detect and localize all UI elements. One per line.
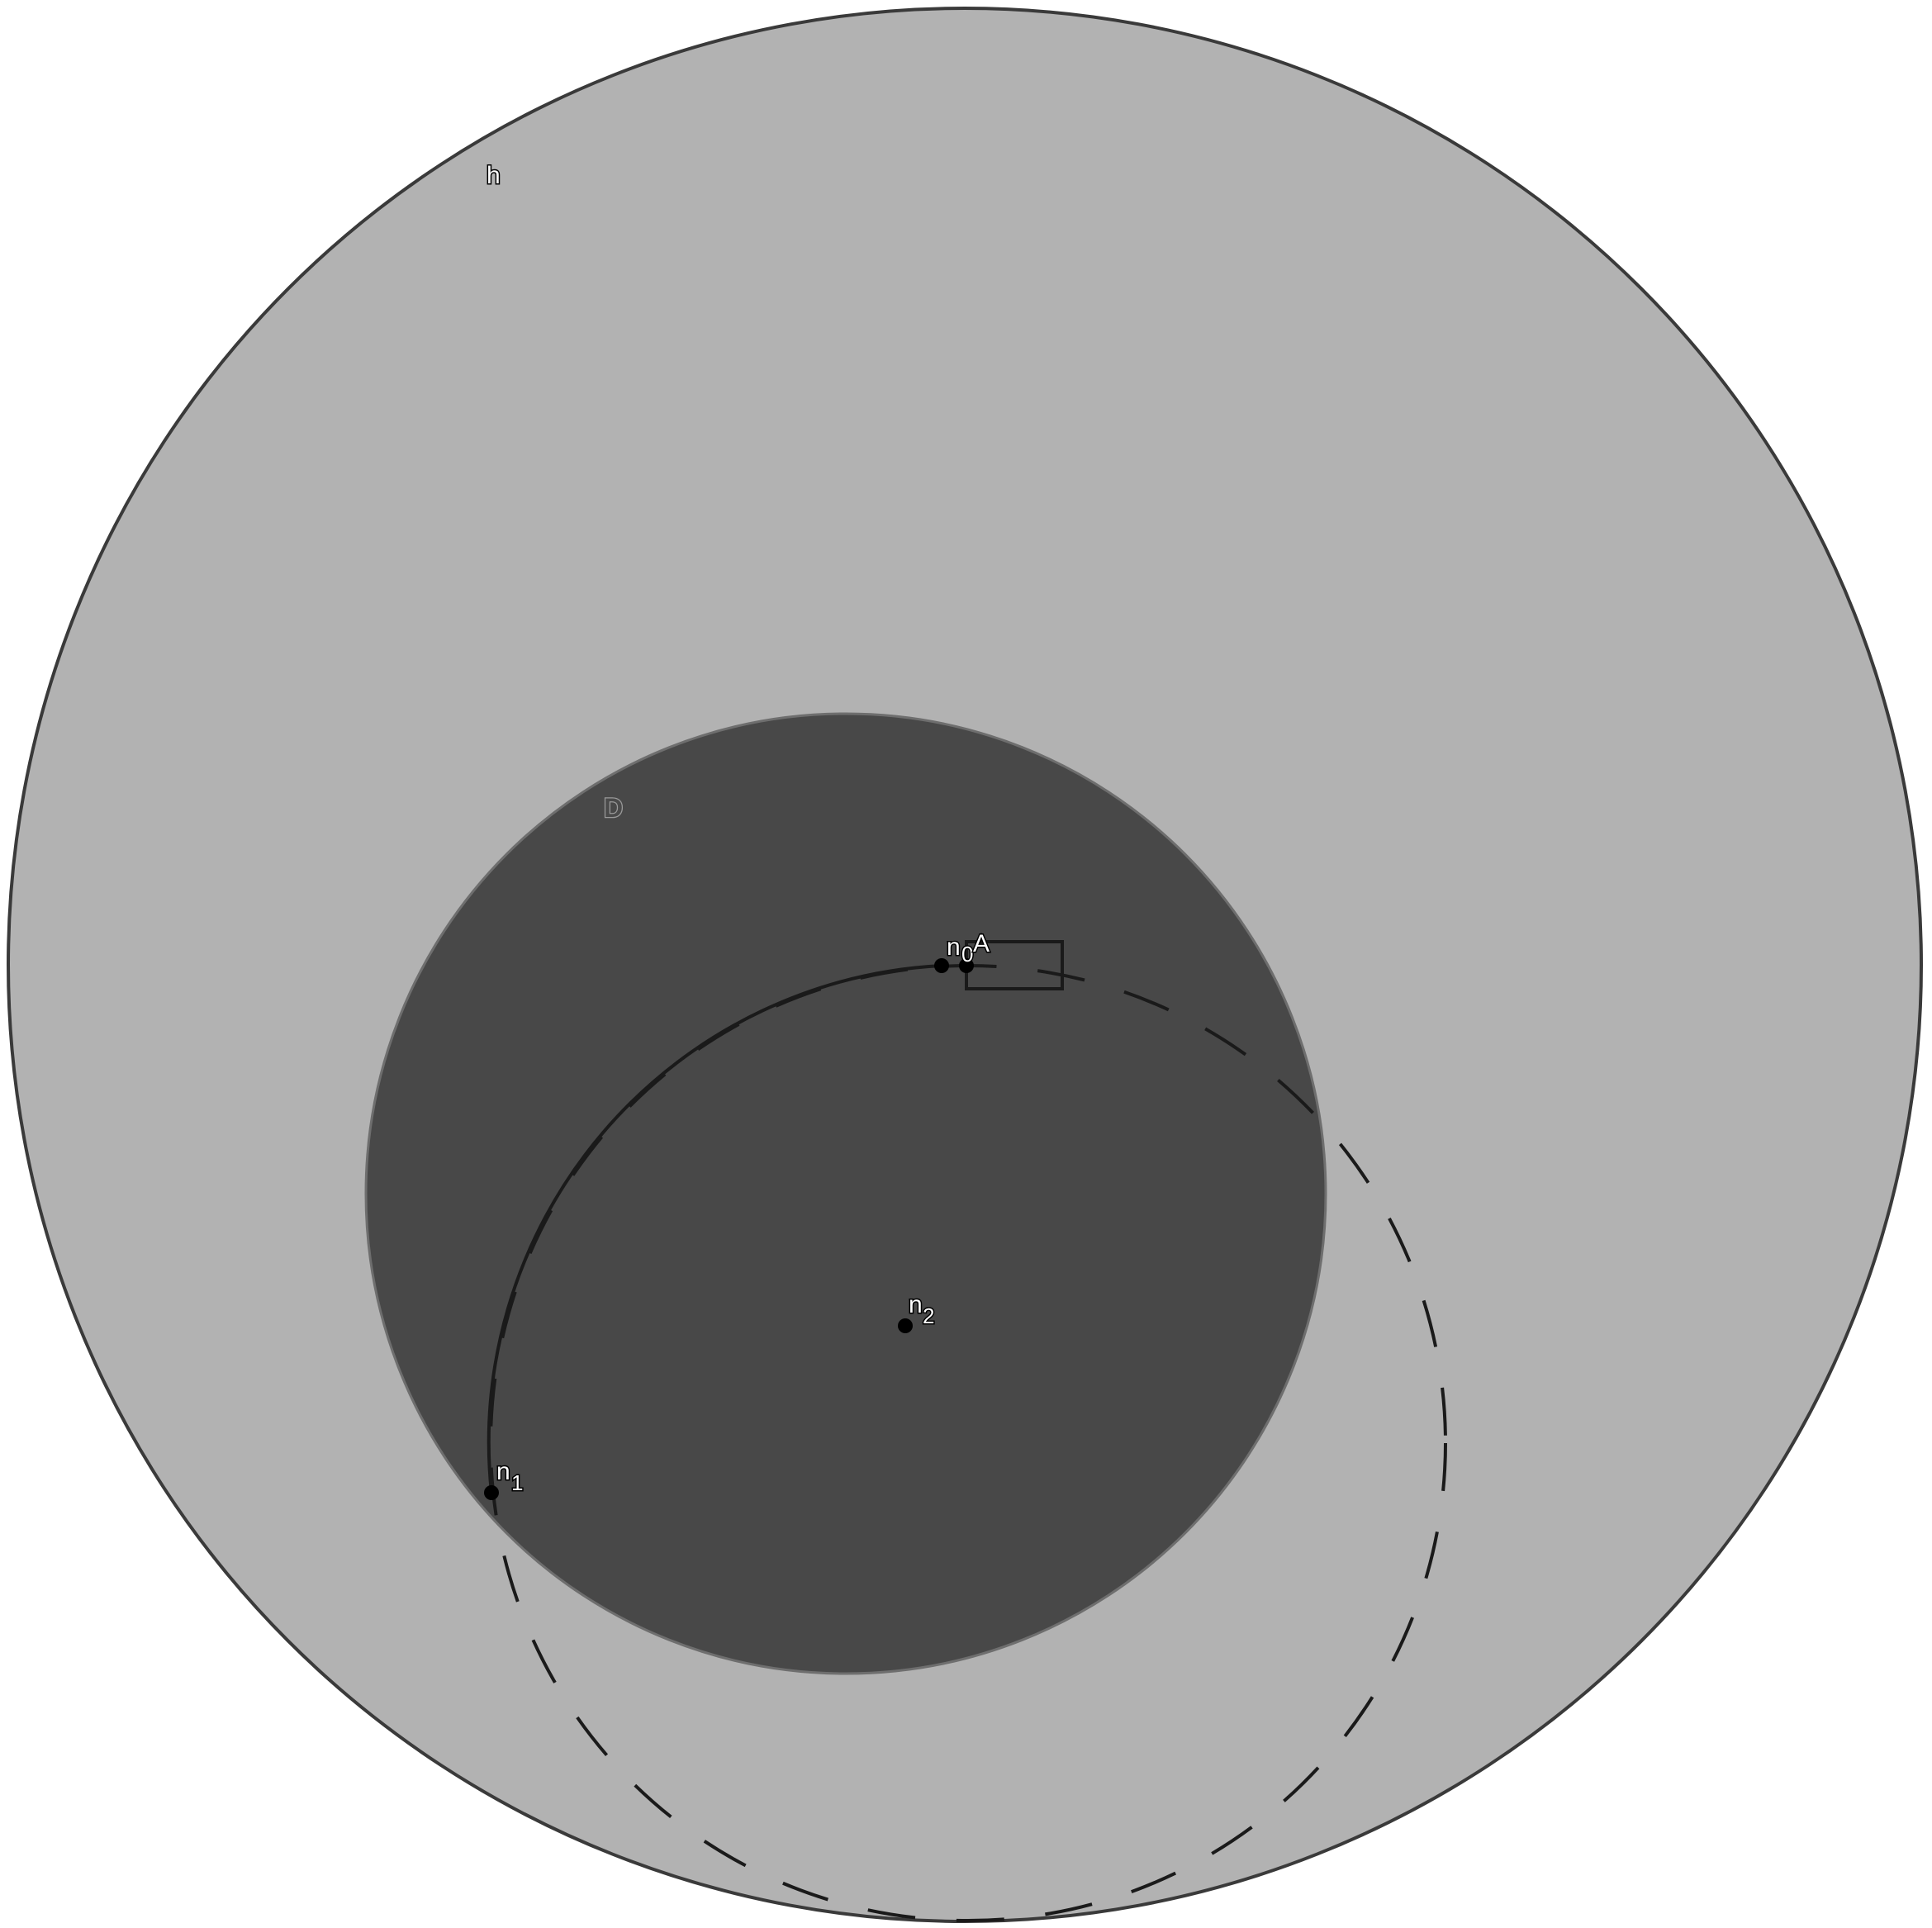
point-a[interactable] <box>959 958 974 973</box>
label-a: A <box>973 930 990 957</box>
label-n1-subscript: 1 <box>511 1470 523 1495</box>
label-n1: n <box>496 1458 510 1485</box>
label-n0-subscript: 0 <box>961 942 973 966</box>
point-n0[interactable] <box>934 958 949 973</box>
label-h: h <box>487 162 501 189</box>
inner-disc <box>364 712 1327 1675</box>
point-n1[interactable] <box>484 1485 499 1500</box>
label-n2-subscript: 2 <box>923 1304 934 1328</box>
label-n2: n <box>909 1291 923 1318</box>
label-d: D <box>604 793 623 823</box>
label-n0: n <box>947 933 961 961</box>
solid-arc <box>487 964 942 1493</box>
point-n2[interactable] <box>898 1318 913 1333</box>
